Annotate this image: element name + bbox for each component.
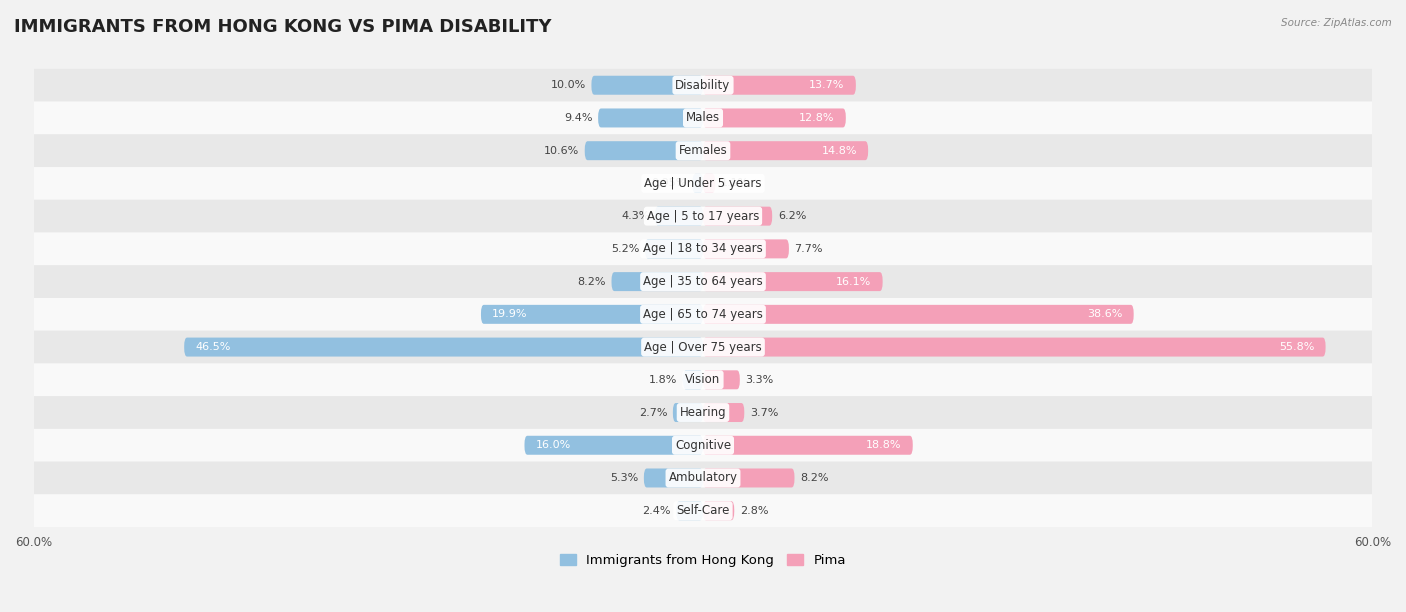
Text: Age | Under 5 years: Age | Under 5 years <box>644 177 762 190</box>
Text: 2.8%: 2.8% <box>740 506 768 516</box>
Text: 16.1%: 16.1% <box>837 277 872 286</box>
Text: Age | 35 to 64 years: Age | 35 to 64 years <box>643 275 763 288</box>
FancyBboxPatch shape <box>703 501 734 520</box>
FancyBboxPatch shape <box>703 370 740 389</box>
Text: 12.8%: 12.8% <box>799 113 835 123</box>
Text: 10.6%: 10.6% <box>544 146 579 155</box>
FancyBboxPatch shape <box>612 272 703 291</box>
Text: 5.3%: 5.3% <box>610 473 638 483</box>
FancyBboxPatch shape <box>645 239 703 258</box>
FancyBboxPatch shape <box>34 396 1372 429</box>
FancyBboxPatch shape <box>703 108 846 127</box>
FancyBboxPatch shape <box>34 429 1372 461</box>
Text: Vision: Vision <box>685 373 721 386</box>
FancyBboxPatch shape <box>673 403 703 422</box>
Text: 3.7%: 3.7% <box>749 408 779 417</box>
FancyBboxPatch shape <box>703 174 716 193</box>
Text: 3.3%: 3.3% <box>745 375 773 385</box>
Text: 16.0%: 16.0% <box>536 440 571 450</box>
Text: 4.3%: 4.3% <box>621 211 650 221</box>
Text: 19.9%: 19.9% <box>492 309 527 319</box>
Text: 1.8%: 1.8% <box>650 375 678 385</box>
Text: Age | 18 to 34 years: Age | 18 to 34 years <box>643 242 763 255</box>
Text: 6.2%: 6.2% <box>778 211 806 221</box>
FancyBboxPatch shape <box>34 494 1372 527</box>
Text: Age | 65 to 74 years: Age | 65 to 74 years <box>643 308 763 321</box>
Text: 7.7%: 7.7% <box>794 244 823 254</box>
Text: 13.7%: 13.7% <box>810 80 845 90</box>
Text: 8.2%: 8.2% <box>800 473 828 483</box>
Text: 5.2%: 5.2% <box>612 244 640 254</box>
FancyBboxPatch shape <box>683 370 703 389</box>
Text: 14.8%: 14.8% <box>821 146 858 155</box>
Text: Ambulatory: Ambulatory <box>668 471 738 485</box>
Text: 8.2%: 8.2% <box>578 277 606 286</box>
FancyBboxPatch shape <box>34 233 1372 265</box>
FancyBboxPatch shape <box>703 141 868 160</box>
FancyBboxPatch shape <box>481 305 703 324</box>
FancyBboxPatch shape <box>592 76 703 95</box>
Text: 55.8%: 55.8% <box>1279 342 1315 352</box>
FancyBboxPatch shape <box>524 436 703 455</box>
Text: 18.8%: 18.8% <box>866 440 901 450</box>
Text: 0.95%: 0.95% <box>651 179 686 188</box>
FancyBboxPatch shape <box>703 76 856 95</box>
FancyBboxPatch shape <box>34 69 1372 102</box>
FancyBboxPatch shape <box>703 469 794 488</box>
FancyBboxPatch shape <box>703 272 883 291</box>
Text: Females: Females <box>679 144 727 157</box>
Text: Males: Males <box>686 111 720 124</box>
FancyBboxPatch shape <box>34 364 1372 396</box>
Legend: Immigrants from Hong Kong, Pima: Immigrants from Hong Kong, Pima <box>554 548 852 572</box>
Text: 2.7%: 2.7% <box>638 408 668 417</box>
Text: 38.6%: 38.6% <box>1087 309 1122 319</box>
Text: 10.0%: 10.0% <box>551 80 586 90</box>
Text: Age | 5 to 17 years: Age | 5 to 17 years <box>647 210 759 223</box>
FancyBboxPatch shape <box>585 141 703 160</box>
FancyBboxPatch shape <box>655 207 703 226</box>
FancyBboxPatch shape <box>703 207 772 226</box>
Text: IMMIGRANTS FROM HONG KONG VS PIMA DISABILITY: IMMIGRANTS FROM HONG KONG VS PIMA DISABI… <box>14 18 551 36</box>
FancyBboxPatch shape <box>676 501 703 520</box>
FancyBboxPatch shape <box>703 305 1133 324</box>
FancyBboxPatch shape <box>184 338 703 357</box>
FancyBboxPatch shape <box>703 436 912 455</box>
Text: Hearing: Hearing <box>679 406 727 419</box>
FancyBboxPatch shape <box>34 167 1372 200</box>
FancyBboxPatch shape <box>34 265 1372 298</box>
Text: 46.5%: 46.5% <box>195 342 231 352</box>
Text: Source: ZipAtlas.com: Source: ZipAtlas.com <box>1281 18 1392 28</box>
FancyBboxPatch shape <box>34 298 1372 330</box>
Text: 1.1%: 1.1% <box>721 179 749 188</box>
FancyBboxPatch shape <box>34 461 1372 494</box>
FancyBboxPatch shape <box>34 102 1372 134</box>
Text: 9.4%: 9.4% <box>564 113 592 123</box>
Text: Cognitive: Cognitive <box>675 439 731 452</box>
FancyBboxPatch shape <box>34 134 1372 167</box>
FancyBboxPatch shape <box>703 239 789 258</box>
FancyBboxPatch shape <box>644 469 703 488</box>
Text: 2.4%: 2.4% <box>643 506 671 516</box>
FancyBboxPatch shape <box>34 200 1372 233</box>
FancyBboxPatch shape <box>703 403 744 422</box>
FancyBboxPatch shape <box>598 108 703 127</box>
Text: Age | Over 75 years: Age | Over 75 years <box>644 340 762 354</box>
FancyBboxPatch shape <box>703 338 1326 357</box>
Text: Disability: Disability <box>675 79 731 92</box>
FancyBboxPatch shape <box>692 174 703 193</box>
Text: Self-Care: Self-Care <box>676 504 730 517</box>
FancyBboxPatch shape <box>34 330 1372 364</box>
